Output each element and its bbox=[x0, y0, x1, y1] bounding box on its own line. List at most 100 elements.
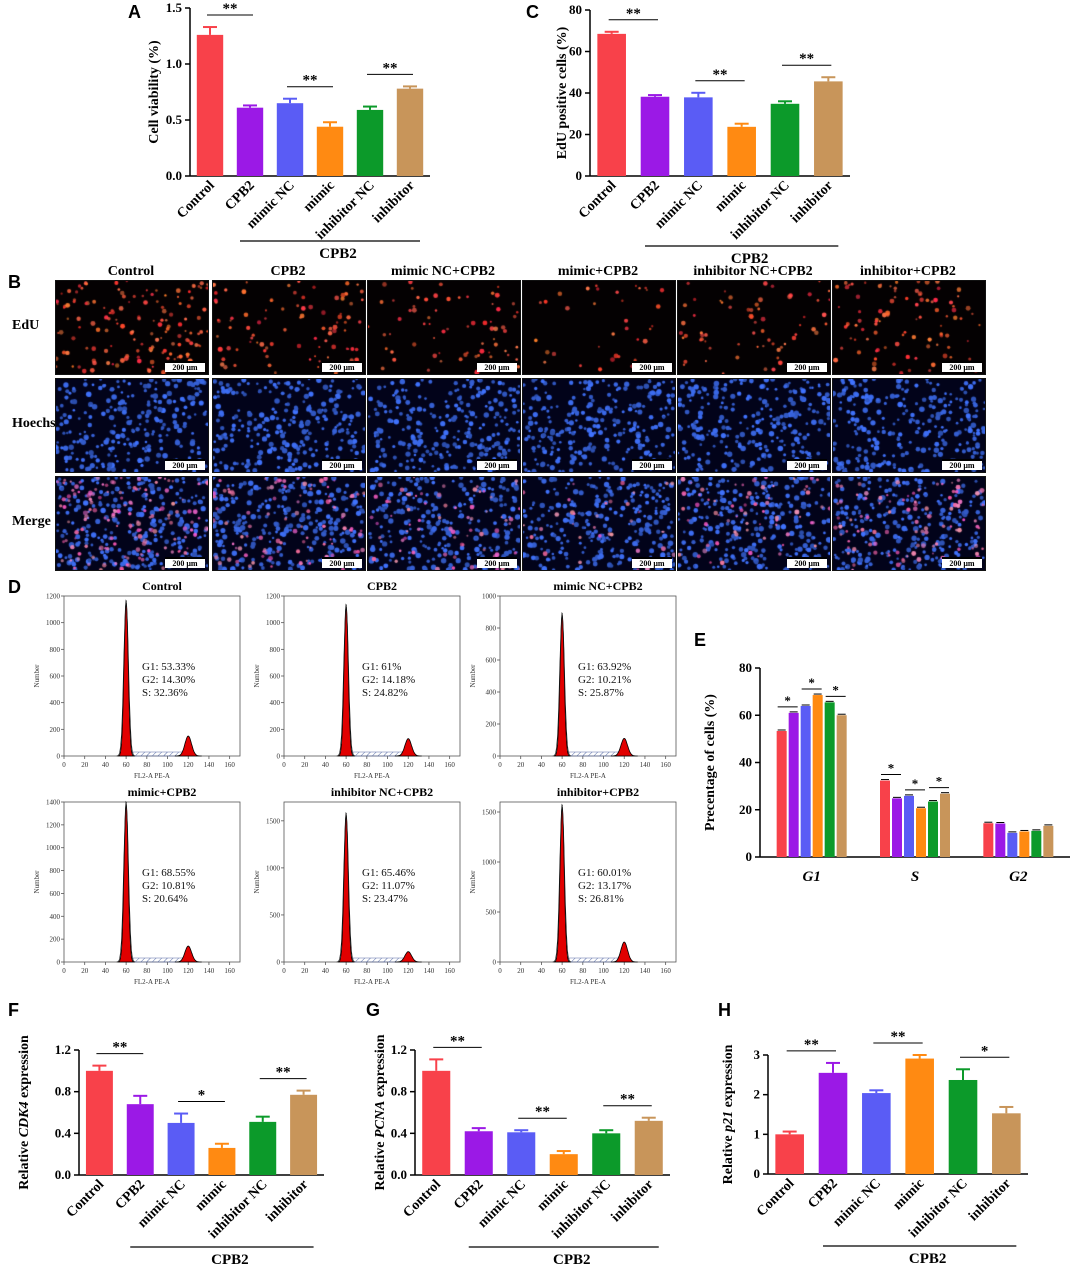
category-label: inhibitor bbox=[966, 1176, 1014, 1224]
bar bbox=[634, 1120, 663, 1175]
bar bbox=[812, 695, 823, 857]
y-tick-label: 0 bbox=[57, 959, 61, 967]
flow-histogram: mimic NC+CPB2 0 200 400 600 800 1000 0 20 40 60 80 1… bbox=[469, 579, 677, 780]
flow-histogram: Control 0 200 400 600 800 1000 1200 0 20 40 60 80 100… bbox=[33, 579, 241, 780]
group-label: CPB2 bbox=[909, 1251, 947, 1267]
chart-edu-positive: 0 20 40 60 80 EdU positive cells (%) ** ** ** Con… bbox=[555, 2, 850, 267]
y-axis-label: Precentage of cells (%) bbox=[703, 694, 718, 831]
s-phase-region bbox=[128, 957, 187, 963]
scale-bar-label: 200 μm bbox=[787, 459, 827, 470]
category-label: Control bbox=[754, 1176, 798, 1220]
x-tick-label: 60 bbox=[343, 761, 351, 769]
y-tick-label: 1200 bbox=[46, 593, 61, 601]
flow-stat: G2: 14.30% bbox=[142, 674, 195, 686]
flow-histogram: mimic+CPB2 0 200 400 600 800 1000 1200 1400 0 20 40… bbox=[33, 785, 241, 986]
bar bbox=[995, 823, 1006, 857]
category-label: inhibitor bbox=[263, 1177, 311, 1225]
y-axis-label: Relative p21 expression bbox=[721, 1044, 736, 1184]
category-label: Control bbox=[576, 178, 620, 222]
y-tick-label: 200 bbox=[50, 936, 61, 944]
y-tick-label: 0 bbox=[576, 168, 583, 183]
y-tick-label: 600 bbox=[50, 673, 61, 681]
bar bbox=[1031, 830, 1042, 857]
scale-bar-label: 200 μm bbox=[165, 557, 205, 568]
y-tick-label: 800 bbox=[270, 646, 281, 654]
bar bbox=[276, 103, 304, 176]
x-tick-label: 20 bbox=[81, 761, 89, 769]
y-tick-label: 2 bbox=[754, 1087, 761, 1102]
x-tick-label: 20 bbox=[81, 967, 89, 975]
x-tick-label: 0 bbox=[62, 967, 66, 975]
bar bbox=[592, 1133, 621, 1175]
bar bbox=[1043, 825, 1054, 857]
bar bbox=[422, 1070, 451, 1175]
bar bbox=[818, 1072, 848, 1174]
scale-bar-label: 200 μm bbox=[942, 557, 982, 568]
scale-bar-label: 200 μm bbox=[942, 459, 982, 470]
x-tick-label: 160 bbox=[660, 761, 671, 769]
g2-peak bbox=[610, 737, 638, 757]
microscopy-image: 200 μm bbox=[522, 378, 676, 473]
category-label: inhibitor bbox=[370, 178, 418, 226]
group-category-label: G1 bbox=[802, 869, 820, 885]
significance-label: ** bbox=[303, 73, 318, 89]
scale-bar-label: 200 μm bbox=[322, 361, 362, 372]
significance-label: * bbox=[888, 761, 895, 776]
x-axis-label: FL2-A PE-A bbox=[570, 772, 606, 780]
y-axis-label: EdU positive cells (%) bbox=[555, 26, 570, 159]
flow-title: CPB2 bbox=[367, 579, 397, 593]
bar bbox=[862, 1093, 891, 1174]
microscopy-column-label: Control bbox=[107, 264, 155, 279]
flow-stat: S: 24.82% bbox=[362, 687, 408, 699]
g2-peak bbox=[174, 945, 202, 963]
y-tick-label: 1 bbox=[754, 1126, 761, 1141]
group-label: CPB2 bbox=[731, 251, 769, 267]
g1-peak bbox=[337, 606, 355, 757]
microscopy-image: 200 μm bbox=[832, 378, 986, 473]
x-tick-label: 140 bbox=[640, 761, 651, 769]
g1-fit-line bbox=[116, 599, 136, 757]
microscopy-image: 200 μm bbox=[522, 280, 676, 375]
group-label: CPB2 bbox=[211, 1252, 249, 1268]
x-tick-label: 140 bbox=[424, 761, 435, 769]
s-phase-region bbox=[564, 957, 623, 963]
x-axis-label: FL2-A PE-A bbox=[354, 772, 390, 780]
panel-letter-g: G bbox=[366, 1000, 381, 1020]
microscopy-row-label: Hoechst bbox=[12, 416, 61, 431]
x-tick-label: 80 bbox=[143, 967, 151, 975]
y-tick-label: 0.0 bbox=[55, 1167, 71, 1182]
bar bbox=[126, 1104, 154, 1175]
significance-label: * bbox=[198, 1088, 206, 1104]
x-tick-label: 40 bbox=[102, 761, 110, 769]
panel-letter-f: F bbox=[8, 1000, 19, 1020]
category-label: mimic bbox=[712, 178, 749, 215]
category-label: CPB2 bbox=[222, 178, 257, 213]
microscopy-row-label: Merge bbox=[12, 514, 51, 529]
bar bbox=[1019, 831, 1030, 857]
significance-label: ** bbox=[713, 67, 728, 83]
bar bbox=[928, 801, 938, 857]
bar bbox=[940, 793, 950, 857]
x-tick-label: 60 bbox=[559, 967, 567, 975]
significance-label: ** bbox=[223, 1, 238, 17]
microscopy-column-label: inhibitor+CPB2 bbox=[860, 264, 956, 279]
significance-label: * bbox=[936, 774, 943, 789]
flow-stat: G2: 10.81% bbox=[142, 880, 195, 892]
y-tick-label: 0 bbox=[493, 753, 497, 761]
significance-label: ** bbox=[620, 1092, 635, 1108]
bar bbox=[904, 795, 914, 857]
y-axis-label: Relative PCNA expression bbox=[373, 1034, 388, 1190]
significance-label: ** bbox=[626, 6, 641, 22]
scale-bar-label: 200 μm bbox=[322, 557, 362, 568]
significance-label: * bbox=[808, 675, 815, 690]
microscopy-image: 200 μm bbox=[55, 476, 209, 571]
y-tick-label: 400 bbox=[270, 699, 281, 707]
y-tick-label: 1200 bbox=[46, 821, 61, 829]
y-tick-label: 3 bbox=[754, 1047, 761, 1062]
microscopy-image: 200 μm bbox=[522, 476, 676, 571]
x-tick-label: 160 bbox=[444, 967, 455, 975]
scale-bar-label: 200 μm bbox=[942, 361, 982, 372]
y-axis-label: Cell viability (%) bbox=[147, 40, 162, 144]
bar bbox=[507, 1132, 536, 1175]
